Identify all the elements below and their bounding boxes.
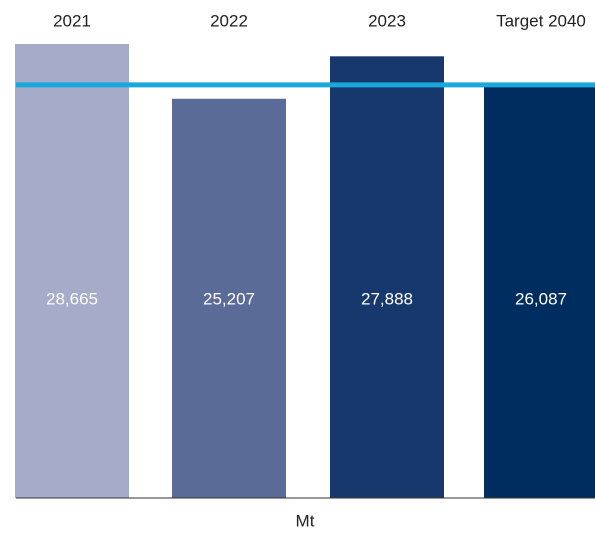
unit-label: Mt: [296, 511, 315, 530]
category-label: 2023: [368, 11, 406, 30]
value-label: 28,665: [46, 289, 98, 308]
category-label: 2021: [53, 11, 91, 30]
bar: [330, 56, 444, 499]
bar: [15, 44, 129, 498]
bar: [172, 98, 286, 499]
value-label: 25,207: [203, 289, 255, 308]
category-label: Target 2040: [496, 11, 586, 30]
bar: [484, 84, 595, 499]
category-label: 2022: [210, 11, 248, 30]
value-label: 26,087: [515, 289, 567, 308]
value-label: 27,888: [361, 289, 413, 308]
